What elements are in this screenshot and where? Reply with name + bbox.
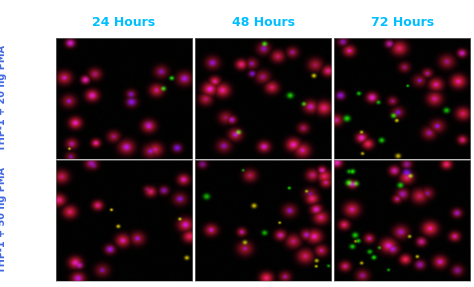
Text: THP-1 + 20 ng PMA: THP-1 + 20 ng PMA <box>0 45 8 151</box>
Text: THP-1 + 50 ng PMA: THP-1 + 50 ng PMA <box>0 167 8 273</box>
Text: 48 Hours: 48 Hours <box>232 16 294 29</box>
Text: 24 Hours: 24 Hours <box>92 16 155 29</box>
Text: 72 Hours: 72 Hours <box>371 16 434 29</box>
